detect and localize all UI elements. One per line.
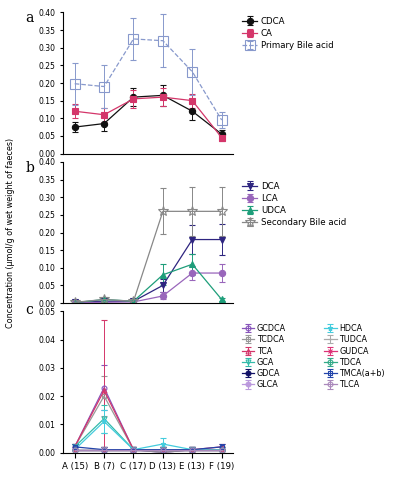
Text: a: a bbox=[26, 11, 34, 25]
Text: c: c bbox=[26, 303, 33, 317]
Text: Concentration (μmol/g of wet weight of faeces): Concentration (μmol/g of wet weight of f… bbox=[6, 138, 15, 328]
Legend: HDCA, TUDCA, GUDCA, TDCA, TMCA(a+b), TLCA: HDCA, TUDCA, GUDCA, TDCA, TMCA(a+b), TLC… bbox=[323, 324, 384, 390]
Legend: DCA, LCA, UDCA, Secondary Bile acid: DCA, LCA, UDCA, Secondary Bile acid bbox=[241, 182, 345, 227]
Legend: GCDCA, TCDCA, TCA, GCA, GDCA, GLCA: GCDCA, TCDCA, TCA, GCA, GDCA, GLCA bbox=[241, 324, 285, 390]
Legend: CDCA, CA, Primary Bile acid: CDCA, CA, Primary Bile acid bbox=[241, 17, 333, 50]
Text: b: b bbox=[26, 160, 34, 174]
